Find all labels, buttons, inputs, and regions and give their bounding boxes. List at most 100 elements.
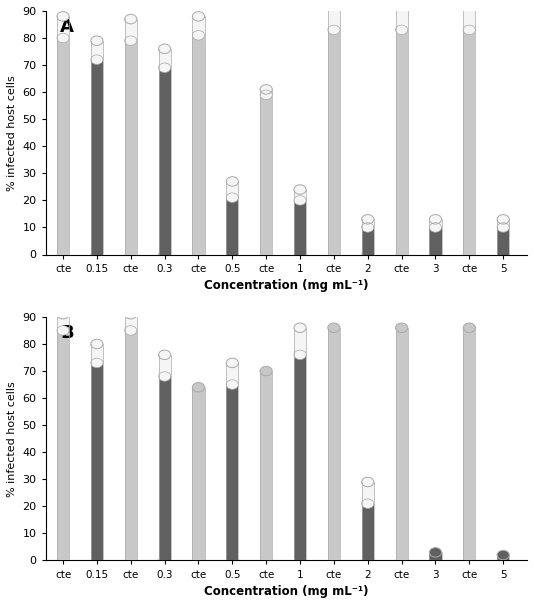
Ellipse shape	[124, 250, 137, 259]
Bar	[226, 385, 238, 560]
Bar	[429, 552, 442, 560]
Bar	[260, 90, 272, 95]
Bar	[429, 220, 442, 227]
Ellipse shape	[91, 358, 103, 368]
Ellipse shape	[124, 325, 137, 335]
Bar	[294, 355, 306, 560]
Ellipse shape	[429, 215, 442, 224]
Bar	[362, 482, 374, 503]
Ellipse shape	[328, 323, 340, 333]
Ellipse shape	[429, 556, 442, 565]
Ellipse shape	[226, 358, 238, 368]
Bar	[396, 30, 407, 255]
Bar	[226, 363, 238, 385]
Bar	[294, 200, 306, 255]
Bar	[159, 68, 171, 255]
Ellipse shape	[226, 380, 238, 389]
Bar	[497, 227, 509, 255]
Ellipse shape	[91, 339, 103, 348]
Ellipse shape	[192, 31, 205, 40]
Ellipse shape	[124, 15, 137, 24]
Ellipse shape	[260, 90, 272, 100]
Bar	[497, 220, 509, 227]
Bar	[57, 330, 69, 560]
Ellipse shape	[328, 25, 340, 34]
Ellipse shape	[396, 323, 407, 333]
Ellipse shape	[463, 323, 475, 333]
Bar	[328, 0, 340, 30]
Ellipse shape	[57, 250, 69, 259]
Ellipse shape	[124, 556, 137, 565]
Ellipse shape	[226, 556, 238, 565]
Ellipse shape	[226, 250, 238, 259]
Ellipse shape	[294, 556, 306, 565]
Ellipse shape	[159, 556, 171, 565]
Bar	[124, 314, 137, 330]
Ellipse shape	[159, 44, 171, 54]
Ellipse shape	[497, 551, 509, 560]
Ellipse shape	[294, 350, 306, 359]
Bar	[57, 38, 69, 255]
X-axis label: Concentration (mg mL⁻¹): Concentration (mg mL⁻¹)	[204, 585, 368, 598]
Ellipse shape	[192, 556, 205, 565]
Ellipse shape	[362, 477, 374, 487]
Ellipse shape	[294, 195, 306, 205]
Bar	[362, 220, 374, 227]
Bar	[124, 19, 137, 41]
X-axis label: Concentration (mg mL⁻¹): Concentration (mg mL⁻¹)	[204, 279, 368, 292]
Y-axis label: % infected host cells: % infected host cells	[7, 381, 17, 497]
Ellipse shape	[57, 325, 69, 335]
Bar	[226, 182, 238, 198]
Ellipse shape	[294, 323, 306, 333]
Ellipse shape	[396, 556, 407, 565]
Bar	[159, 49, 171, 68]
Bar	[463, 328, 475, 560]
Ellipse shape	[362, 250, 374, 259]
Bar	[192, 16, 205, 35]
Ellipse shape	[260, 250, 272, 259]
Bar	[362, 227, 374, 255]
Ellipse shape	[260, 556, 272, 565]
Bar	[57, 314, 69, 330]
Ellipse shape	[192, 250, 205, 259]
Bar	[396, 0, 407, 30]
Ellipse shape	[91, 55, 103, 64]
Ellipse shape	[429, 250, 442, 259]
Bar	[294, 189, 306, 200]
Ellipse shape	[91, 36, 103, 45]
Ellipse shape	[159, 350, 171, 359]
Ellipse shape	[294, 250, 306, 259]
Ellipse shape	[159, 250, 171, 259]
Ellipse shape	[91, 556, 103, 565]
Bar	[226, 198, 238, 255]
Ellipse shape	[226, 177, 238, 186]
Bar	[328, 328, 340, 560]
Ellipse shape	[192, 382, 205, 392]
Bar	[124, 41, 137, 255]
Text: A: A	[60, 18, 74, 36]
Bar	[159, 376, 171, 560]
Ellipse shape	[497, 250, 509, 259]
Ellipse shape	[463, 25, 475, 34]
Bar	[91, 41, 103, 60]
Ellipse shape	[260, 366, 272, 376]
Ellipse shape	[159, 63, 171, 73]
Ellipse shape	[124, 36, 137, 45]
Y-axis label: % infected host cells: % infected host cells	[7, 75, 17, 191]
Ellipse shape	[91, 250, 103, 259]
Ellipse shape	[328, 556, 340, 565]
Bar	[294, 328, 306, 355]
Ellipse shape	[497, 223, 509, 232]
Ellipse shape	[294, 185, 306, 194]
Bar	[91, 344, 103, 363]
Bar	[463, 0, 475, 30]
Bar	[57, 16, 69, 38]
Bar	[91, 363, 103, 560]
Ellipse shape	[497, 556, 509, 565]
Ellipse shape	[463, 556, 475, 565]
Ellipse shape	[57, 33, 69, 43]
Bar	[396, 328, 407, 560]
Ellipse shape	[429, 548, 442, 557]
Ellipse shape	[362, 223, 374, 232]
Bar	[192, 387, 205, 560]
